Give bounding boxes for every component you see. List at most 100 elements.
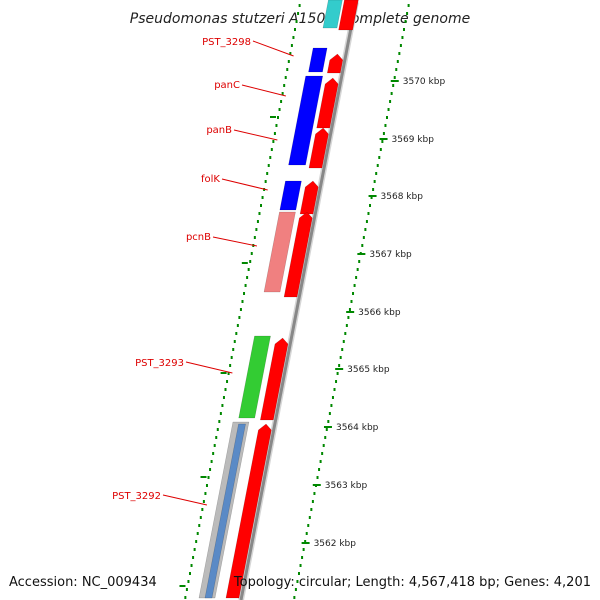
inner-tick-dot: [213, 444, 216, 447]
scale-dot: [379, 148, 382, 151]
gene-label: folK: [201, 174, 220, 185]
scale-tick: [346, 311, 355, 313]
gene-callout-line: [241, 84, 286, 97]
inner-tick-dot: [293, 28, 296, 31]
inner-tick-dot: [210, 460, 213, 463]
backbone-line: [239, 1, 358, 600]
inner-tick-dot: [246, 276, 249, 279]
scale-dot: [390, 92, 393, 95]
scale-dot: [307, 524, 310, 527]
inner-tick-dot: [190, 564, 193, 567]
kbp-track: 3570 kbp 3569 kbp 3568 kbp 3567 kbp 3566 kbp…: [293, 4, 445, 599]
gene-label: panB: [206, 125, 232, 136]
inner-tick-dot: [207, 476, 210, 479]
inner-tick-dot: [212, 452, 215, 455]
inner-tick-dot: [278, 108, 281, 111]
scale-dot: [335, 380, 338, 383]
inner-tick-dot: [239, 308, 242, 311]
scale-dot: [302, 548, 305, 551]
kbp-tick-label: 3564 kbp: [336, 423, 379, 433]
scale-dot: [333, 388, 336, 391]
scale-tick: [390, 80, 399, 82]
inner-tick-dot: [264, 180, 267, 183]
scale-dot: [316, 476, 319, 479]
scale-dot: [378, 156, 381, 159]
scale-tick: [368, 195, 377, 197]
scale-dot: [352, 292, 355, 295]
scale-dot: [370, 196, 373, 199]
scale-dot: [401, 36, 404, 39]
kbp-tick-label: 3569 kbp: [392, 135, 435, 145]
scale-tick: [335, 368, 344, 370]
scale-dot: [369, 204, 372, 207]
scale-dot: [345, 324, 348, 327]
forward-gene-arrow: [260, 337, 289, 421]
inner-tick-dot: [267, 164, 270, 167]
inner-tick-dot: [283, 84, 286, 87]
gene-callout-line: [185, 361, 233, 374]
scale-dot: [382, 132, 385, 135]
kbp-tick-label: 3568 kbp: [381, 192, 424, 202]
scale-dot: [365, 220, 368, 223]
inner-tick-dot: [284, 76, 287, 79]
kbp-tick-label: 3567 kbp: [369, 250, 412, 260]
inner-tick-dot: [270, 148, 273, 151]
steel-blue-feature-block: [204, 423, 246, 599]
gene-callout-line: [212, 236, 258, 247]
gene-label: PST_3292: [112, 491, 161, 502]
inner-tick-dot: [232, 348, 235, 351]
kbp-tick-label: 3563 kbp: [325, 481, 368, 491]
scale-dot: [355, 276, 358, 279]
inner-tick-dot: [280, 100, 283, 103]
inner-tick-dot: [187, 580, 190, 583]
inner-tick-dot: [224, 388, 227, 391]
scale-dot: [319, 460, 322, 463]
inner-tick-dot: [249, 260, 252, 263]
scale-dot: [325, 428, 328, 431]
inner-tick-dot: [188, 572, 191, 575]
kbp-tick-label: 3566 kbp: [358, 308, 401, 318]
scale-dot: [387, 108, 390, 111]
scale-dot: [331, 396, 334, 399]
scale-dot: [348, 308, 351, 311]
inner-tick-dot: [235, 332, 238, 335]
inner-tick-dot: [238, 316, 241, 319]
inner-tick-dot: [185, 588, 188, 591]
scale-dot: [344, 332, 347, 335]
inner-tick-dot: [266, 172, 269, 175]
kbp-tick-label: 3562 kbp: [314, 539, 357, 549]
inner-tick-dot: [243, 292, 246, 295]
light-red-feature-block: [263, 211, 296, 293]
inner-tick-dot: [292, 36, 295, 39]
scale-dot: [402, 28, 405, 31]
scale-dot: [350, 300, 353, 303]
scale-tick: [357, 253, 366, 255]
scale-dot: [358, 260, 361, 263]
inner-tick-dot: [201, 508, 204, 511]
scale-dot: [336, 372, 339, 375]
scale-dot: [398, 52, 401, 55]
inner-tick-dot: [195, 540, 198, 543]
scale-dot: [381, 140, 384, 143]
inner-tick-dot: [253, 236, 256, 239]
scale-dot: [347, 316, 350, 319]
inner-tick-dot: [286, 68, 289, 71]
inner-tick-dot: [244, 284, 247, 287]
scale-dot: [322, 444, 325, 447]
inner-tick-dot: [204, 492, 207, 495]
gene-callout-line: [252, 40, 294, 57]
inner-tick-dot: [290, 44, 293, 47]
inner-tick-mark: [269, 116, 276, 118]
tick-track: [179, 4, 301, 599]
scale-dot: [293, 596, 296, 599]
scale-dot: [313, 492, 316, 495]
scale-dot: [385, 116, 388, 119]
inner-tick-dot: [184, 596, 187, 599]
inner-tick-dot: [222, 396, 225, 399]
inner-tick-mark: [200, 476, 207, 478]
forward-gene-arrow: [316, 77, 339, 129]
forward-gene-arrow: [308, 127, 329, 169]
forward-gene-arrow: [326, 53, 344, 74]
scale-dot: [395, 68, 398, 71]
